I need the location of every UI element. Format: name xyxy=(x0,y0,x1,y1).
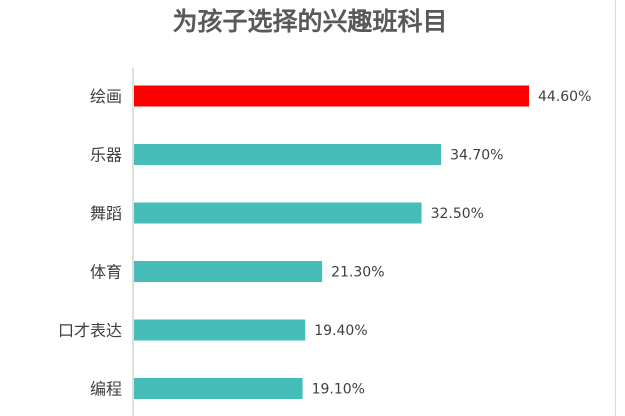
value-label-1: 44.60% xyxy=(538,89,591,105)
category-label-3: 舞蹈 xyxy=(90,204,122,223)
value-labels: 44.60% 34.70% 32.50% 21.30% 19.40% 19.10% xyxy=(312,89,592,398)
bar-6 xyxy=(134,378,303,399)
value-label-3: 32.50% xyxy=(431,206,484,222)
value-label-4: 21.30% xyxy=(331,265,384,281)
category-label-6: 编程 xyxy=(90,380,122,399)
category-label-5: 口才表达 xyxy=(58,321,122,340)
bars xyxy=(134,85,529,399)
bar-5 xyxy=(134,319,306,341)
category-label-4: 体育 xyxy=(90,263,122,282)
value-label-2: 34.70% xyxy=(450,148,503,164)
category-label-1: 绘画 xyxy=(90,87,122,106)
chart-title: 为孩子选择的兴趣班科目 xyxy=(172,7,447,36)
page-edge-rule xyxy=(615,0,616,416)
bar-3 xyxy=(134,202,422,224)
bar-2 xyxy=(134,144,442,165)
bar-4 xyxy=(134,261,323,282)
value-label-5: 19.40% xyxy=(314,323,367,339)
bar-1 xyxy=(134,85,529,107)
category-label-2: 乐器 xyxy=(90,146,122,165)
value-label-6: 19.10% xyxy=(312,382,365,398)
